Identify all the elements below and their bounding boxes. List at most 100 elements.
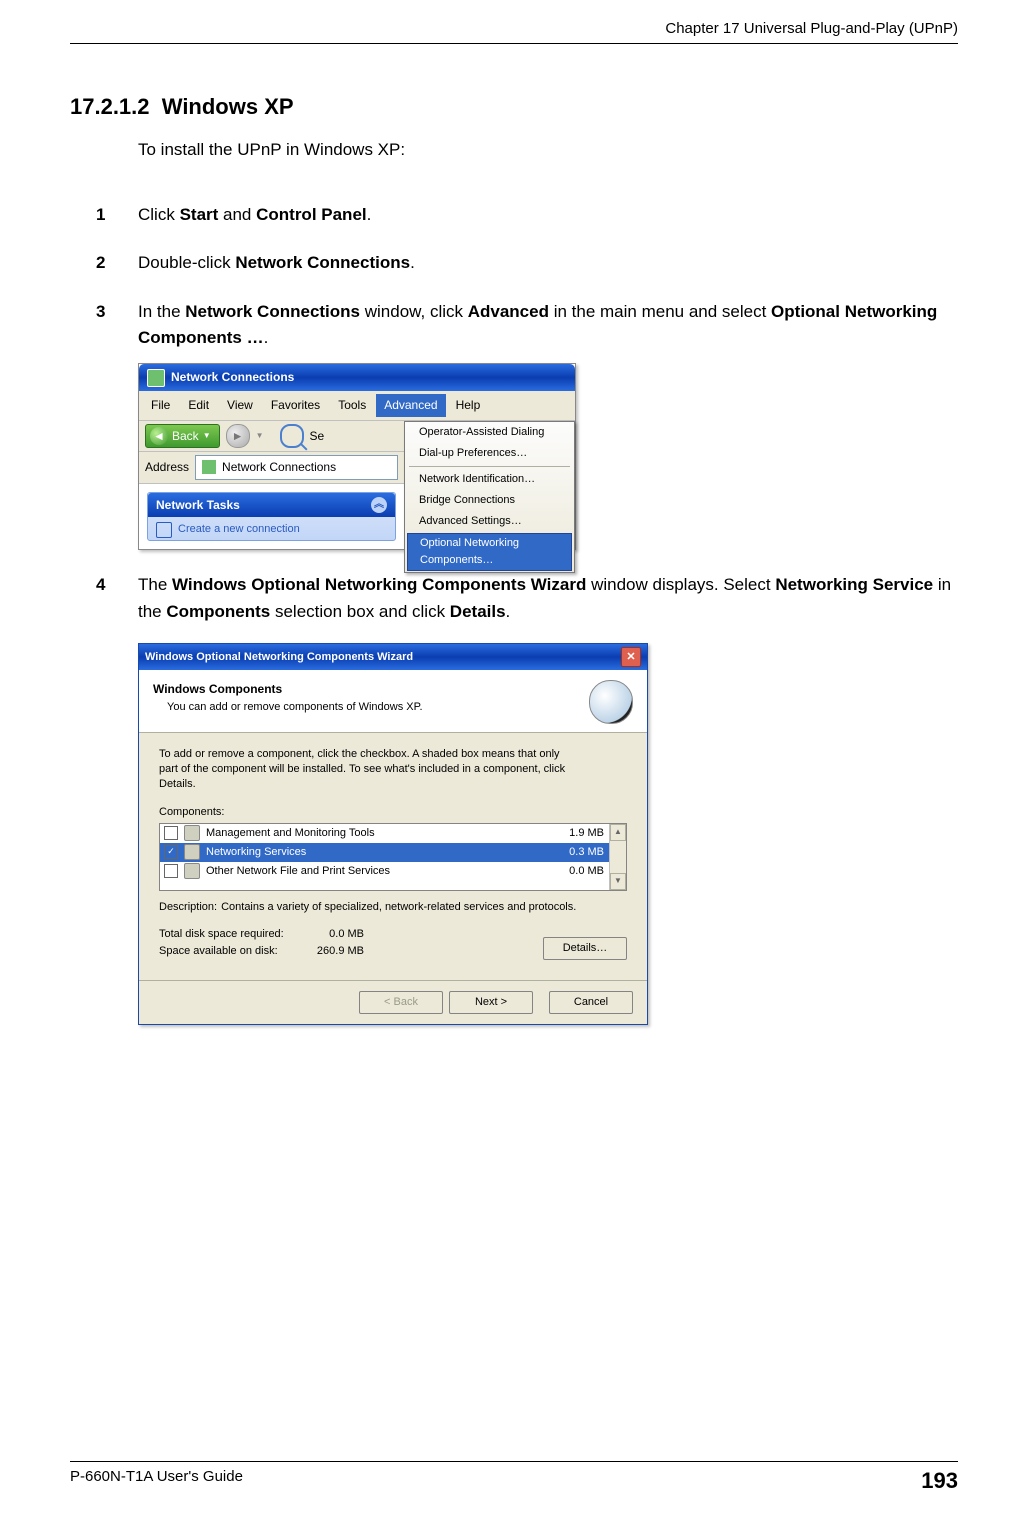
wizard-button-bar: < Back Next > Cancel — [139, 980, 647, 1024]
step-number: 3 — [96, 299, 105, 325]
screenshot-components-wizard: Windows Optional Networking Components W… — [138, 643, 648, 1025]
menu-advanced[interactable]: Advanced — [376, 394, 445, 417]
dropdown-item[interactable]: Advanced Settings… — [405, 511, 574, 532]
menu-edit[interactable]: Edit — [180, 394, 217, 417]
step-text: selection box and click — [270, 602, 450, 621]
dropdown-item[interactable]: Dial-up Preferences… — [405, 443, 574, 464]
menu-file[interactable]: File — [143, 394, 178, 417]
list-label: Components: — [159, 804, 627, 821]
search-icon[interactable] — [280, 424, 304, 448]
bold-text: Network Connections — [185, 302, 360, 321]
bold-text: Control Panel — [256, 205, 367, 224]
step-text: window, click — [360, 302, 468, 321]
component-icon — [184, 825, 200, 841]
separator — [409, 466, 570, 467]
bold-text: Components — [166, 602, 270, 621]
menubar: File Edit View Favorites Tools Advanced … — [139, 391, 575, 421]
component-name: Other Network File and Print Services — [206, 863, 390, 880]
step-text: Double-click — [138, 253, 235, 272]
bold-text: Network Connections — [235, 253, 410, 272]
network-icon — [202, 460, 216, 474]
list-row-selected[interactable]: Networking Services 0.3 MB — [160, 843, 626, 862]
advanced-dropdown: Operator-Assisted Dialing Dial-up Prefer… — [404, 421, 575, 573]
tasks-header[interactable]: Network Tasks ︽ — [148, 493, 395, 518]
step-4: 4 The Windows Optional Networking Compon… — [96, 572, 958, 1024]
screenshot-network-connections: Network Connections File Edit View Favor… — [138, 363, 576, 550]
details-button[interactable]: Details… — [543, 937, 627, 960]
chapter-header: Chapter 17 Universal Plug-and-Play (UPnP… — [70, 20, 958, 37]
step-number: 4 — [96, 572, 105, 598]
menu-view[interactable]: View — [219, 394, 261, 417]
checkbox-checked[interactable] — [164, 845, 178, 859]
search-label: Se — [310, 427, 325, 446]
bold-text: Windows Optional Networking Components W… — [172, 575, 586, 594]
menu-help[interactable]: Help — [448, 394, 489, 417]
scroll-down-icon[interactable]: ▼ — [610, 873, 626, 890]
description-label: Description: — [159, 899, 217, 916]
close-button[interactable]: ✕ — [621, 647, 641, 667]
step-number: 2 — [96, 250, 105, 276]
step-text: and — [218, 205, 256, 224]
step-text: Click — [138, 205, 180, 224]
space-required-label: Total disk space required: — [159, 926, 309, 943]
component-icon — [184, 844, 200, 860]
titlebar: Windows Optional Networking Components W… — [139, 644, 647, 670]
step-2: 2 Double-click Network Connections. — [96, 250, 958, 276]
address-field[interactable]: Network Connections — [195, 455, 398, 480]
address-label: Address — [145, 458, 189, 477]
checkbox[interactable] — [164, 826, 178, 840]
menu-tools[interactable]: Tools — [330, 394, 374, 417]
space-available-value: 260.9 MB — [309, 943, 364, 960]
components-list: Management and Monitoring Tools 1.9 MB N… — [159, 823, 627, 891]
step-text: window displays. Select — [586, 575, 775, 594]
dropdown-item[interactable]: Bridge Connections — [405, 490, 574, 511]
menu-favorites[interactable]: Favorites — [263, 394, 328, 417]
dropdown-item[interactable]: Network Identification… — [405, 469, 574, 490]
bold-text: Details — [450, 602, 506, 621]
step-text: . — [410, 253, 415, 272]
intro-text: To install the UPnP in Windows XP: — [138, 140, 958, 160]
checkbox[interactable] — [164, 864, 178, 878]
dropdown-arrow-icon: ▼ — [256, 430, 264, 442]
scrollbar[interactable]: ▲ ▼ — [609, 824, 626, 890]
cancel-button[interactable]: Cancel — [549, 991, 633, 1014]
tasks-item[interactable]: Create a new connection — [148, 517, 395, 540]
page-footer: P-660N-T1A User's Guide 193 — [70, 1461, 958, 1494]
dropdown-item[interactable]: Operator-Assisted Dialing — [405, 422, 574, 443]
wizard-banner: Windows Components You can add or remove… — [139, 670, 647, 733]
page-number: 193 — [921, 1468, 958, 1494]
list-row[interactable]: Other Network File and Print Services 0.… — [160, 862, 626, 881]
forward-button[interactable]: ► — [226, 424, 250, 448]
window-title: Windows Optional Networking Components W… — [145, 649, 413, 666]
bold-text: Networking Service — [775, 575, 933, 594]
header-rule — [70, 43, 958, 44]
back-button: < Back — [359, 991, 443, 1014]
bold-text: Start — [180, 205, 219, 224]
description-text: Contains a variety of specialized, netwo… — [221, 899, 576, 916]
component-name: Management and Monitoring Tools — [206, 825, 375, 842]
section-number: 17.2.1.2 — [70, 94, 150, 119]
tasks-title: Network Tasks — [156, 496, 240, 515]
step-1: 1 Click Start and Control Panel. — [96, 202, 958, 228]
back-button[interactable]: ◄ Back ▼ — [145, 424, 220, 449]
dropdown-arrow-icon: ▼ — [203, 430, 211, 442]
step-text: . — [264, 328, 269, 347]
next-button[interactable]: Next > — [449, 991, 533, 1014]
tasks-panel: Network Tasks ︽ Create a new connection — [147, 492, 396, 542]
banner-title: Windows Components — [153, 680, 423, 699]
dropdown-item-selected[interactable]: Optional Networking Components… — [407, 533, 572, 571]
step-text: The — [138, 575, 172, 594]
window-title: Network Connections — [171, 368, 294, 387]
connection-icon — [156, 522, 172, 538]
step-text: in the main menu and select — [549, 302, 771, 321]
banner-subtitle: You can add or remove components of Wind… — [167, 699, 423, 716]
list-row[interactable]: Management and Monitoring Tools 1.9 MB — [160, 824, 626, 843]
description-row: Description: Contains a variety of speci… — [159, 899, 627, 916]
space-available-label: Space available on disk: — [159, 943, 309, 960]
scroll-up-icon[interactable]: ▲ — [610, 824, 626, 841]
collapse-icon[interactable]: ︽ — [371, 497, 387, 513]
address-value: Network Connections — [222, 458, 336, 477]
space-required-value: 0.0 MB — [309, 926, 364, 943]
component-icon — [184, 863, 200, 879]
tasks-item-label: Create a new connection — [178, 521, 300, 538]
